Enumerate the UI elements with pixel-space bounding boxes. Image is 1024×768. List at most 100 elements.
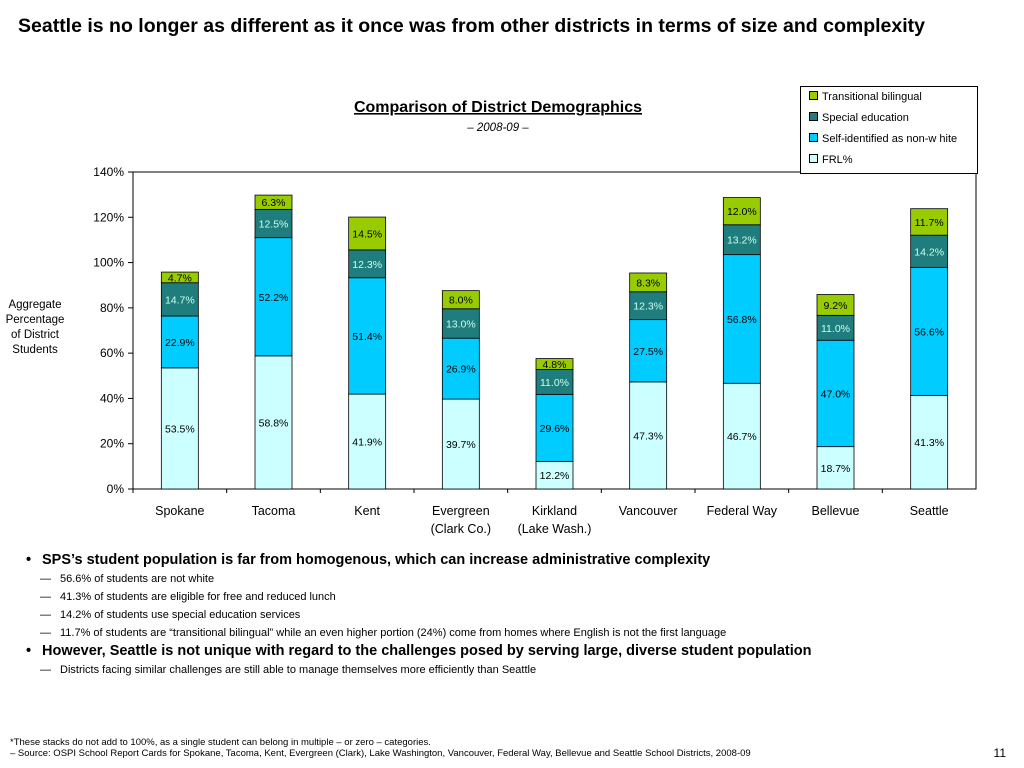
data-label-frl: 12.2% [540,470,570,482]
bullet-sub: 56.6% of students are not white [26,570,1006,588]
data-label-frl: 53.5% [165,423,195,435]
x-tick-label: Evergreen [432,504,490,518]
bar-segment-frl [254,355,293,490]
bar-segment-frl [160,367,199,490]
bar-segment-special-education [441,308,480,339]
data-label-special-education: 12.3% [352,259,382,271]
bar-segment-special-education [629,291,668,321]
footnote: *These stacks do not add to 100%, as a s… [10,737,751,759]
legend-swatch-non-white [809,133,818,142]
legend-item-transitional-bilingual: Transitional bilingual [809,90,922,104]
data-label-frl: 41.3% [914,437,944,449]
y-tick-label: 120% [93,210,124,224]
bar-segment-special-education [160,282,199,317]
bar-segment-special-education [722,224,761,256]
bullet-sub: 41.3% of students are eligible for free … [26,588,1006,606]
slide-title: Seattle is no longer as different as it … [18,15,925,37]
bar-segment-transitional-bilingual [816,294,855,316]
bar-segment-transitional-bilingual [348,216,387,251]
bar-segment-transitional-bilingual [441,290,480,310]
bar-segment-frl [441,398,480,490]
bar-segment-transitional-bilingual [722,197,761,226]
data-label-special-education: 12.3% [633,301,663,313]
bar-segment-non-white [629,319,668,383]
legend-item-special-education: Special education [809,111,909,125]
bullet-sub: 11.7% of students are “transitional bili… [26,624,1006,642]
data-labels: 53.5% 22.9% 14.7% 4.7% 58.8% 52.2% 12.5% 6.3% 41… [165,197,944,482]
data-label-frl: 18.7% [821,463,851,475]
chart-title: Comparison of District Demographics [354,99,642,116]
x-tick-label: (Lake Wash.) [518,522,592,536]
data-label-frl: 39.7% [446,439,476,451]
bar-segment-non-white [722,254,761,384]
data-label-transitional-bilingual: 6.3% [262,197,286,209]
bar-segment-transitional-bilingual [160,271,199,284]
legend-item-frl: FRL% [809,153,853,167]
data-label-frl: 46.7% [727,431,757,443]
data-label-frl: 58.8% [259,417,289,429]
data-label-transitional-bilingual: 8.0% [449,295,473,307]
footnote-source: – Source: OSPI School Report Cards for S… [10,748,751,759]
stacked-bar-chart: Comparison of District Demographics – 20… [6,99,977,536]
data-label-transitional-bilingual: 12.0% [727,206,757,218]
chart-subtitle: – 2008-09 – [466,122,529,134]
data-label-special-education: 14.2% [914,246,944,258]
legend-swatch-transitional-bilingual [809,91,818,100]
bar-segment-non-white [348,277,387,395]
bar-segment-special-education [816,314,855,341]
bar-segment-special-education [348,249,387,279]
y-tick-label: 20% [100,437,124,451]
data-label-frl: 41.9% [352,437,382,449]
x-tick-label: Kirkland [532,504,577,518]
x-tick-label: Vancouver [619,504,678,518]
footnote-note: *These stacks do not add to 100%, as a s… [10,737,431,748]
legend-label: FRL% [822,154,853,166]
bar-segment-transitional-bilingual [254,194,293,210]
bar-segment-frl [816,446,855,490]
bar-segment-transitional-bilingual [910,208,949,236]
x-tick-label: Tacoma [252,504,296,518]
x-tick-label: Kent [354,504,380,518]
x-tick-label: Spokane [155,504,204,518]
legend-label: Self-identified as non-w hite [822,133,958,145]
bar-segment-frl [348,393,387,490]
data-label-non-white: 26.9% [446,364,476,376]
data-label-non-white: 47.0% [821,388,851,400]
y-tick-label: 140% [93,165,124,179]
bars [160,194,949,490]
bullet-sub: Districts facing similar challenges are … [26,661,1006,679]
bar-segment-special-education [535,369,574,395]
bullet-list: SPS’s student population is far from hom… [26,551,1006,679]
data-label-non-white: 29.6% [540,423,570,435]
x-tick-label: Federal Way [707,504,778,518]
data-label-non-white: 56.6% [914,326,944,338]
data-label-transitional-bilingual: 8.3% [636,277,660,289]
chart-legend: Transitional bilingual Special education… [800,86,978,174]
bar-segment-frl [535,460,574,490]
x-tick-label: Seattle [910,504,949,518]
bar-segment-frl [910,395,949,490]
data-label-frl: 47.3% [633,430,663,442]
data-label-special-education: 13.2% [727,235,757,247]
data-label-non-white: 51.4% [352,331,382,343]
data-label-non-white: 22.9% [165,337,195,349]
data-label-special-education: 13.0% [446,318,476,330]
y-tick-label: 100% [93,256,124,270]
data-label-special-education: 14.7% [165,294,195,306]
axes: 0% 20% 40% 60% 80% 100% 120% 140% Spokane Tacoma K… [93,165,948,536]
bullet-sub: 14.2% of students use special education … [26,606,1006,624]
bar-segment-non-white [535,393,574,462]
legend-swatch-frl [809,154,818,163]
data-label-transitional-bilingual: 11.7% [915,217,944,229]
bullet-main-2: However, Seattle is not unique with rega… [26,642,1006,661]
bar-segment-non-white [441,337,480,400]
page-number: 11 [993,746,1006,760]
y-tick-label: 60% [100,346,124,360]
data-label-special-education: 11.0% [821,323,850,335]
x-tick-label: Bellevue [812,504,860,518]
legend-item-non-white: Self-identified as non-w hite [809,132,957,146]
data-label-transitional-bilingual: 14.5% [352,228,382,240]
data-label-special-education: 12.5% [259,219,289,231]
data-label-non-white: 52.2% [259,292,289,304]
y-tick-label: 0% [107,482,125,496]
